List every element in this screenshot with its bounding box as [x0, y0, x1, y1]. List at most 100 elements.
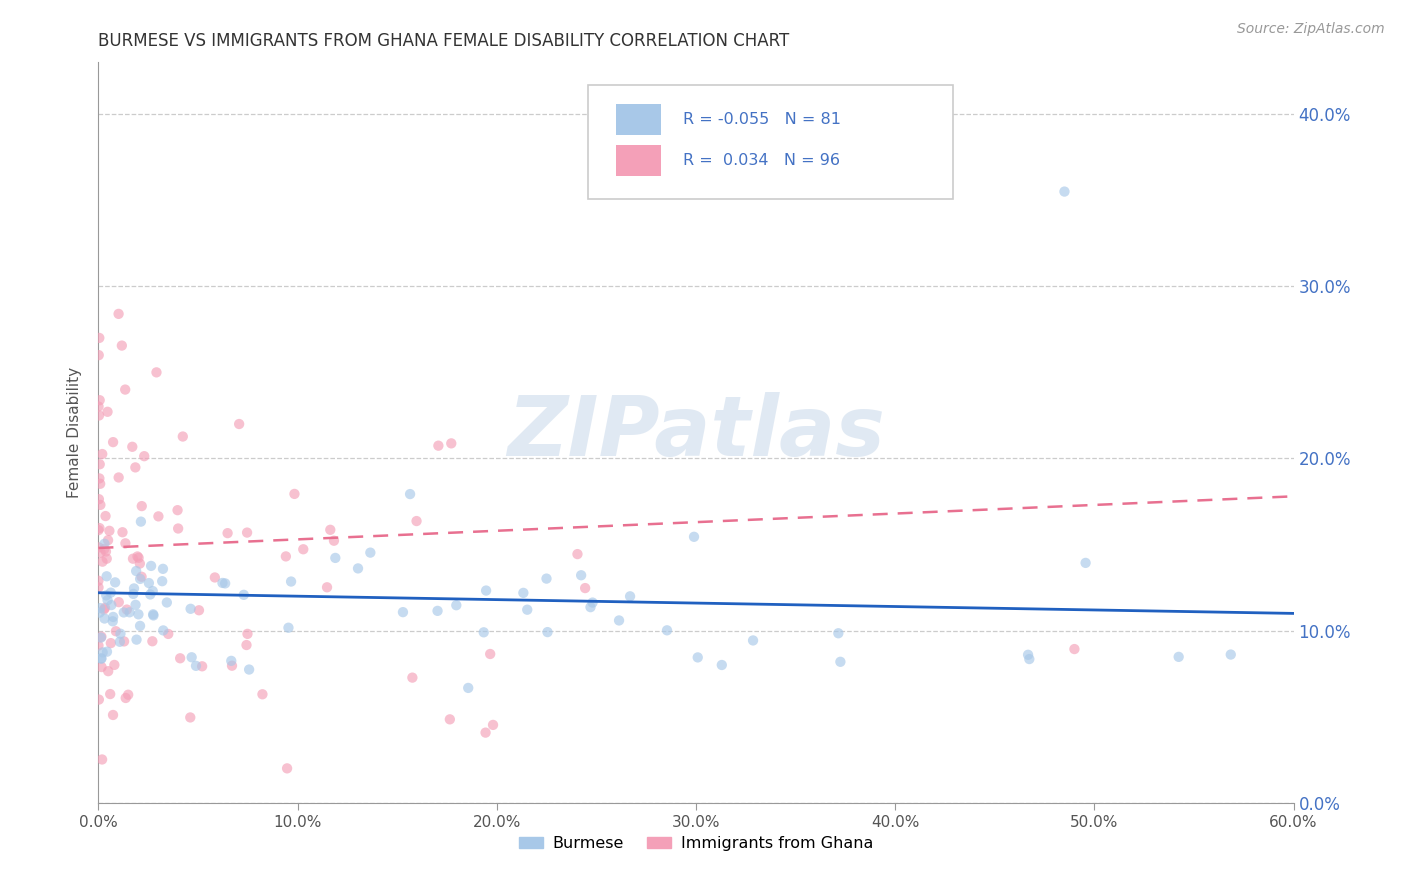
- Point: [138, 576, 160, 591]
- Point: [252, 687, 274, 701]
- Point: [107, 595, 129, 609]
- Point: [94, 600, 117, 615]
- Point: [97, 533, 120, 548]
- Point: [1074, 556, 1097, 570]
- Point: [235, 638, 257, 652]
- Point: [101, 610, 124, 624]
- Point: [114, 383, 136, 397]
- Point: [238, 663, 260, 677]
- Point: [482, 718, 505, 732]
- Point: [131, 570, 153, 584]
- Point: [89, 457, 111, 471]
- Point: [101, 615, 124, 629]
- Point: [188, 603, 211, 617]
- Point: [134, 449, 156, 463]
- Point: [827, 626, 849, 640]
- Point: [142, 584, 165, 599]
- Point: [111, 525, 134, 540]
- Y-axis label: Female Disability: Female Disability: [67, 367, 83, 499]
- Point: [292, 542, 315, 557]
- Point: [1018, 652, 1040, 666]
- Point: [128, 550, 150, 565]
- FancyBboxPatch shape: [616, 145, 661, 177]
- Point: [129, 572, 152, 586]
- Point: [392, 605, 415, 619]
- Point: [124, 460, 146, 475]
- Point: [276, 761, 298, 775]
- Point: [211, 576, 233, 591]
- Point: [221, 658, 243, 673]
- Legend: Burmese, Immigrants from Ghana: Burmese, Immigrants from Ghana: [512, 830, 880, 858]
- Point: [683, 530, 706, 544]
- Point: [91, 752, 114, 766]
- Point: [93, 542, 115, 557]
- Point: [87, 409, 110, 423]
- Point: [219, 654, 242, 668]
- Point: [128, 557, 150, 571]
- Point: [472, 625, 495, 640]
- Point: [280, 574, 302, 589]
- Point: [150, 574, 173, 589]
- Point: [103, 657, 125, 672]
- Point: [96, 405, 118, 419]
- Point: [90, 651, 112, 665]
- Point: [90, 546, 112, 560]
- Point: [323, 550, 346, 565]
- Point: [167, 521, 190, 535]
- Point: [474, 725, 496, 739]
- Point: [90, 630, 112, 644]
- Point: [152, 624, 174, 638]
- Point: [122, 551, 145, 566]
- Point: [110, 626, 132, 640]
- Point: [96, 569, 118, 583]
- Point: [96, 645, 118, 659]
- Point: [100, 585, 122, 599]
- Point: [87, 639, 110, 653]
- Point: [127, 549, 149, 564]
- Point: [107, 307, 129, 321]
- Text: BURMESE VS IMMIGRANTS FROM GHANA FEMALE DISABILITY CORRELATION CHART: BURMESE VS IMMIGRANTS FROM GHANA FEMALE …: [98, 32, 790, 50]
- Point: [427, 439, 450, 453]
- Point: [87, 574, 110, 588]
- Point: [87, 348, 110, 362]
- Point: [323, 533, 346, 548]
- Point: [457, 681, 479, 695]
- Point: [347, 561, 370, 575]
- Point: [122, 582, 145, 596]
- Point: [91, 645, 114, 659]
- Point: [319, 523, 342, 537]
- Point: [569, 568, 592, 582]
- Point: [1219, 648, 1241, 662]
- Point: [87, 400, 110, 414]
- Point: [94, 509, 117, 524]
- Point: [157, 627, 180, 641]
- Point: [274, 549, 297, 564]
- Point: [180, 602, 202, 616]
- Point: [184, 658, 207, 673]
- Point: [283, 487, 305, 501]
- Point: [117, 688, 139, 702]
- Point: [104, 575, 127, 590]
- Point: [100, 598, 122, 612]
- Point: [89, 331, 111, 345]
- Point: [475, 583, 498, 598]
- Point: [516, 603, 538, 617]
- Point: [115, 602, 138, 616]
- Text: Source: ZipAtlas.com: Source: ZipAtlas.com: [1237, 22, 1385, 37]
- Point: [129, 619, 152, 633]
- Point: [90, 651, 112, 665]
- Point: [166, 503, 188, 517]
- Point: [232, 588, 254, 602]
- Point: [401, 671, 423, 685]
- Point: [686, 650, 709, 665]
- Point: [217, 526, 239, 541]
- Point: [139, 558, 162, 573]
- Point: [479, 647, 502, 661]
- Point: [142, 607, 165, 622]
- Point: [91, 555, 114, 569]
- Point: [118, 605, 141, 619]
- Point: [100, 636, 122, 650]
- Point: [156, 595, 179, 609]
- Point: [1063, 642, 1085, 657]
- Point: [607, 614, 630, 628]
